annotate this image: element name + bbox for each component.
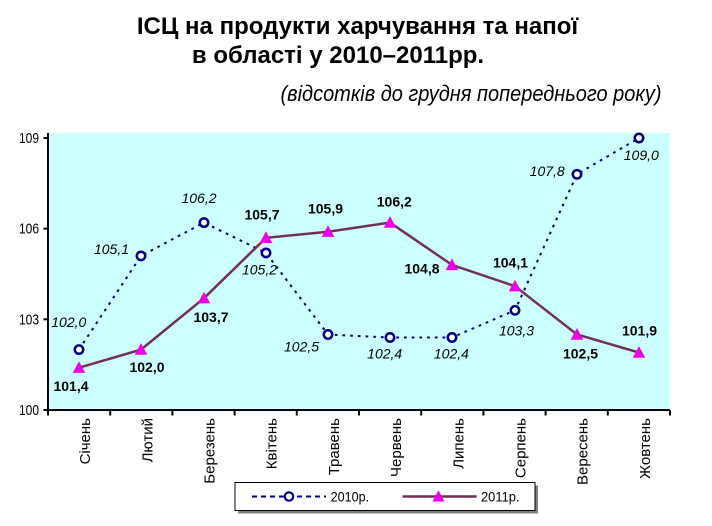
svg-text:103,3: 103,3 (499, 322, 534, 338)
svg-text:(відсотків до грудня попереднь: (відсотків до грудня попереднього року) (281, 81, 662, 106)
svg-text:Жовтень: Жовтень (637, 418, 654, 479)
svg-text:106,2: 106,2 (377, 194, 412, 210)
svg-text:104,1: 104,1 (493, 255, 528, 271)
svg-text:101,4: 101,4 (53, 378, 88, 394)
svg-text:Січень: Січень (77, 418, 94, 465)
svg-text:Червень: Червень (388, 418, 405, 477)
svg-text:103,7: 103,7 (193, 309, 228, 325)
svg-text:101,9: 101,9 (622, 322, 657, 338)
svg-text:100: 100 (19, 402, 39, 419)
svg-text:105,9: 105,9 (308, 201, 343, 217)
svg-text:106,2: 106,2 (181, 190, 216, 206)
svg-text:102,0: 102,0 (51, 314, 86, 330)
svg-text:102,0: 102,0 (129, 359, 164, 375)
svg-text:102,5: 102,5 (284, 339, 319, 355)
svg-text:102,4: 102,4 (434, 346, 469, 362)
svg-text:105,2: 105,2 (242, 262, 277, 278)
svg-text:2010р.: 2010р. (331, 489, 370, 505)
svg-text:105,7: 105,7 (244, 206, 279, 222)
svg-text:Березень: Березень (202, 418, 219, 484)
svg-text:в області у 2010–2011рр.: в області у 2010–2011рр. (192, 42, 484, 69)
svg-text:109: 109 (19, 130, 39, 147)
svg-text:Травень: Травень (326, 418, 343, 475)
svg-text:107,8: 107,8 (530, 163, 565, 179)
svg-text:Лютий: Лютий (139, 418, 156, 462)
svg-text:109,0: 109,0 (624, 147, 659, 163)
svg-text:ІСЦ на продукти харчування та: ІСЦ на продукти харчування та напої (137, 13, 580, 40)
svg-text:105,1: 105,1 (94, 241, 129, 257)
svg-text:104,8: 104,8 (404, 260, 439, 276)
svg-text:106: 106 (19, 221, 39, 238)
svg-text:Серпень: Серпень (513, 418, 530, 478)
svg-text:Вересень: Вересень (575, 418, 592, 485)
svg-text:Квітень: Квітень (264, 418, 281, 469)
svg-text:103: 103 (19, 311, 39, 328)
svg-text:102,5: 102,5 (563, 346, 598, 362)
svg-text:102,4: 102,4 (367, 346, 402, 362)
svg-text:2011р.: 2011р. (481, 489, 520, 505)
svg-text:Липень: Липень (450, 418, 467, 469)
